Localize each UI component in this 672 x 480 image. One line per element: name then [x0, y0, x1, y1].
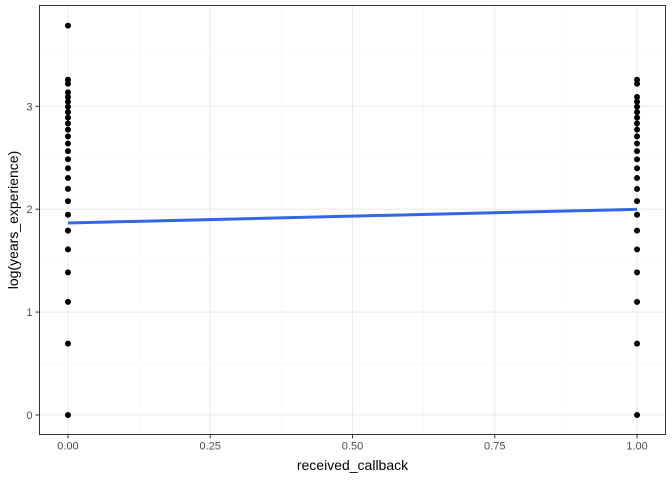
- data-point: [634, 103, 641, 110]
- data-point: [64, 98, 71, 105]
- data-point: [634, 175, 641, 182]
- data-point: [64, 133, 71, 140]
- data-point: [64, 298, 71, 305]
- data-point: [634, 120, 641, 127]
- data-points: [64, 22, 641, 418]
- x-tick-label: 1.00: [626, 441, 647, 453]
- data-point: [64, 211, 71, 218]
- data-point: [64, 175, 71, 182]
- data-point: [634, 93, 641, 100]
- data-point: [64, 76, 71, 83]
- y-axis-title: log(years_experience): [5, 151, 21, 290]
- data-point: [64, 411, 71, 418]
- y-tick-label: 0: [26, 410, 32, 422]
- data-point: [634, 340, 641, 347]
- data-point: [634, 185, 641, 192]
- data-point: [634, 298, 641, 305]
- data-point: [64, 126, 71, 133]
- data-point: [64, 103, 71, 110]
- data-point: [634, 165, 641, 172]
- data-point: [64, 340, 71, 347]
- data-point: [64, 22, 71, 29]
- data-point: [64, 269, 71, 276]
- data-point: [634, 109, 641, 116]
- x-axis-ticks: 0.00 0.25 0.50 0.75 1.00: [57, 434, 648, 453]
- data-point: [634, 156, 641, 163]
- data-point: [64, 93, 71, 100]
- y-tick-label: 2: [26, 204, 32, 216]
- data-point: [634, 227, 641, 234]
- data-point: [64, 114, 71, 121]
- y-tick-label: 1: [26, 307, 32, 319]
- data-point: [64, 109, 71, 116]
- x-tick-label: 0.25: [200, 441, 221, 453]
- x-tick-label: 0.75: [484, 441, 505, 453]
- data-point: [64, 148, 71, 155]
- data-point: [634, 148, 641, 155]
- data-point: [64, 156, 71, 163]
- x-tick-label: 0.00: [57, 441, 78, 453]
- data-point: [634, 133, 641, 140]
- data-point: [64, 89, 71, 96]
- data-point: [634, 114, 641, 121]
- data-point: [64, 140, 71, 147]
- data-point: [634, 126, 641, 133]
- data-point: [64, 165, 71, 172]
- data-point: [64, 120, 71, 127]
- data-point: [634, 140, 641, 147]
- data-point: [634, 411, 641, 418]
- fit-line-group: [67, 207, 638, 225]
- data-point: [634, 246, 641, 253]
- fit-line: [67, 207, 638, 225]
- data-point: [64, 246, 71, 253]
- data-point: [634, 198, 641, 205]
- data-point: [634, 211, 641, 218]
- data-point: [634, 269, 641, 276]
- data-point: [634, 76, 641, 83]
- data-point: [64, 198, 71, 205]
- data-point: [64, 227, 71, 234]
- x-axis-title: received_callback: [297, 457, 409, 473]
- y-tick-label: 3: [26, 101, 32, 113]
- data-point: [64, 185, 71, 192]
- data-point: [634, 98, 641, 105]
- y-axis-ticks: 0 1 2 3: [26, 101, 40, 422]
- x-tick-label: 0.50: [342, 441, 363, 453]
- major-gridlines: [39, 5, 666, 435]
